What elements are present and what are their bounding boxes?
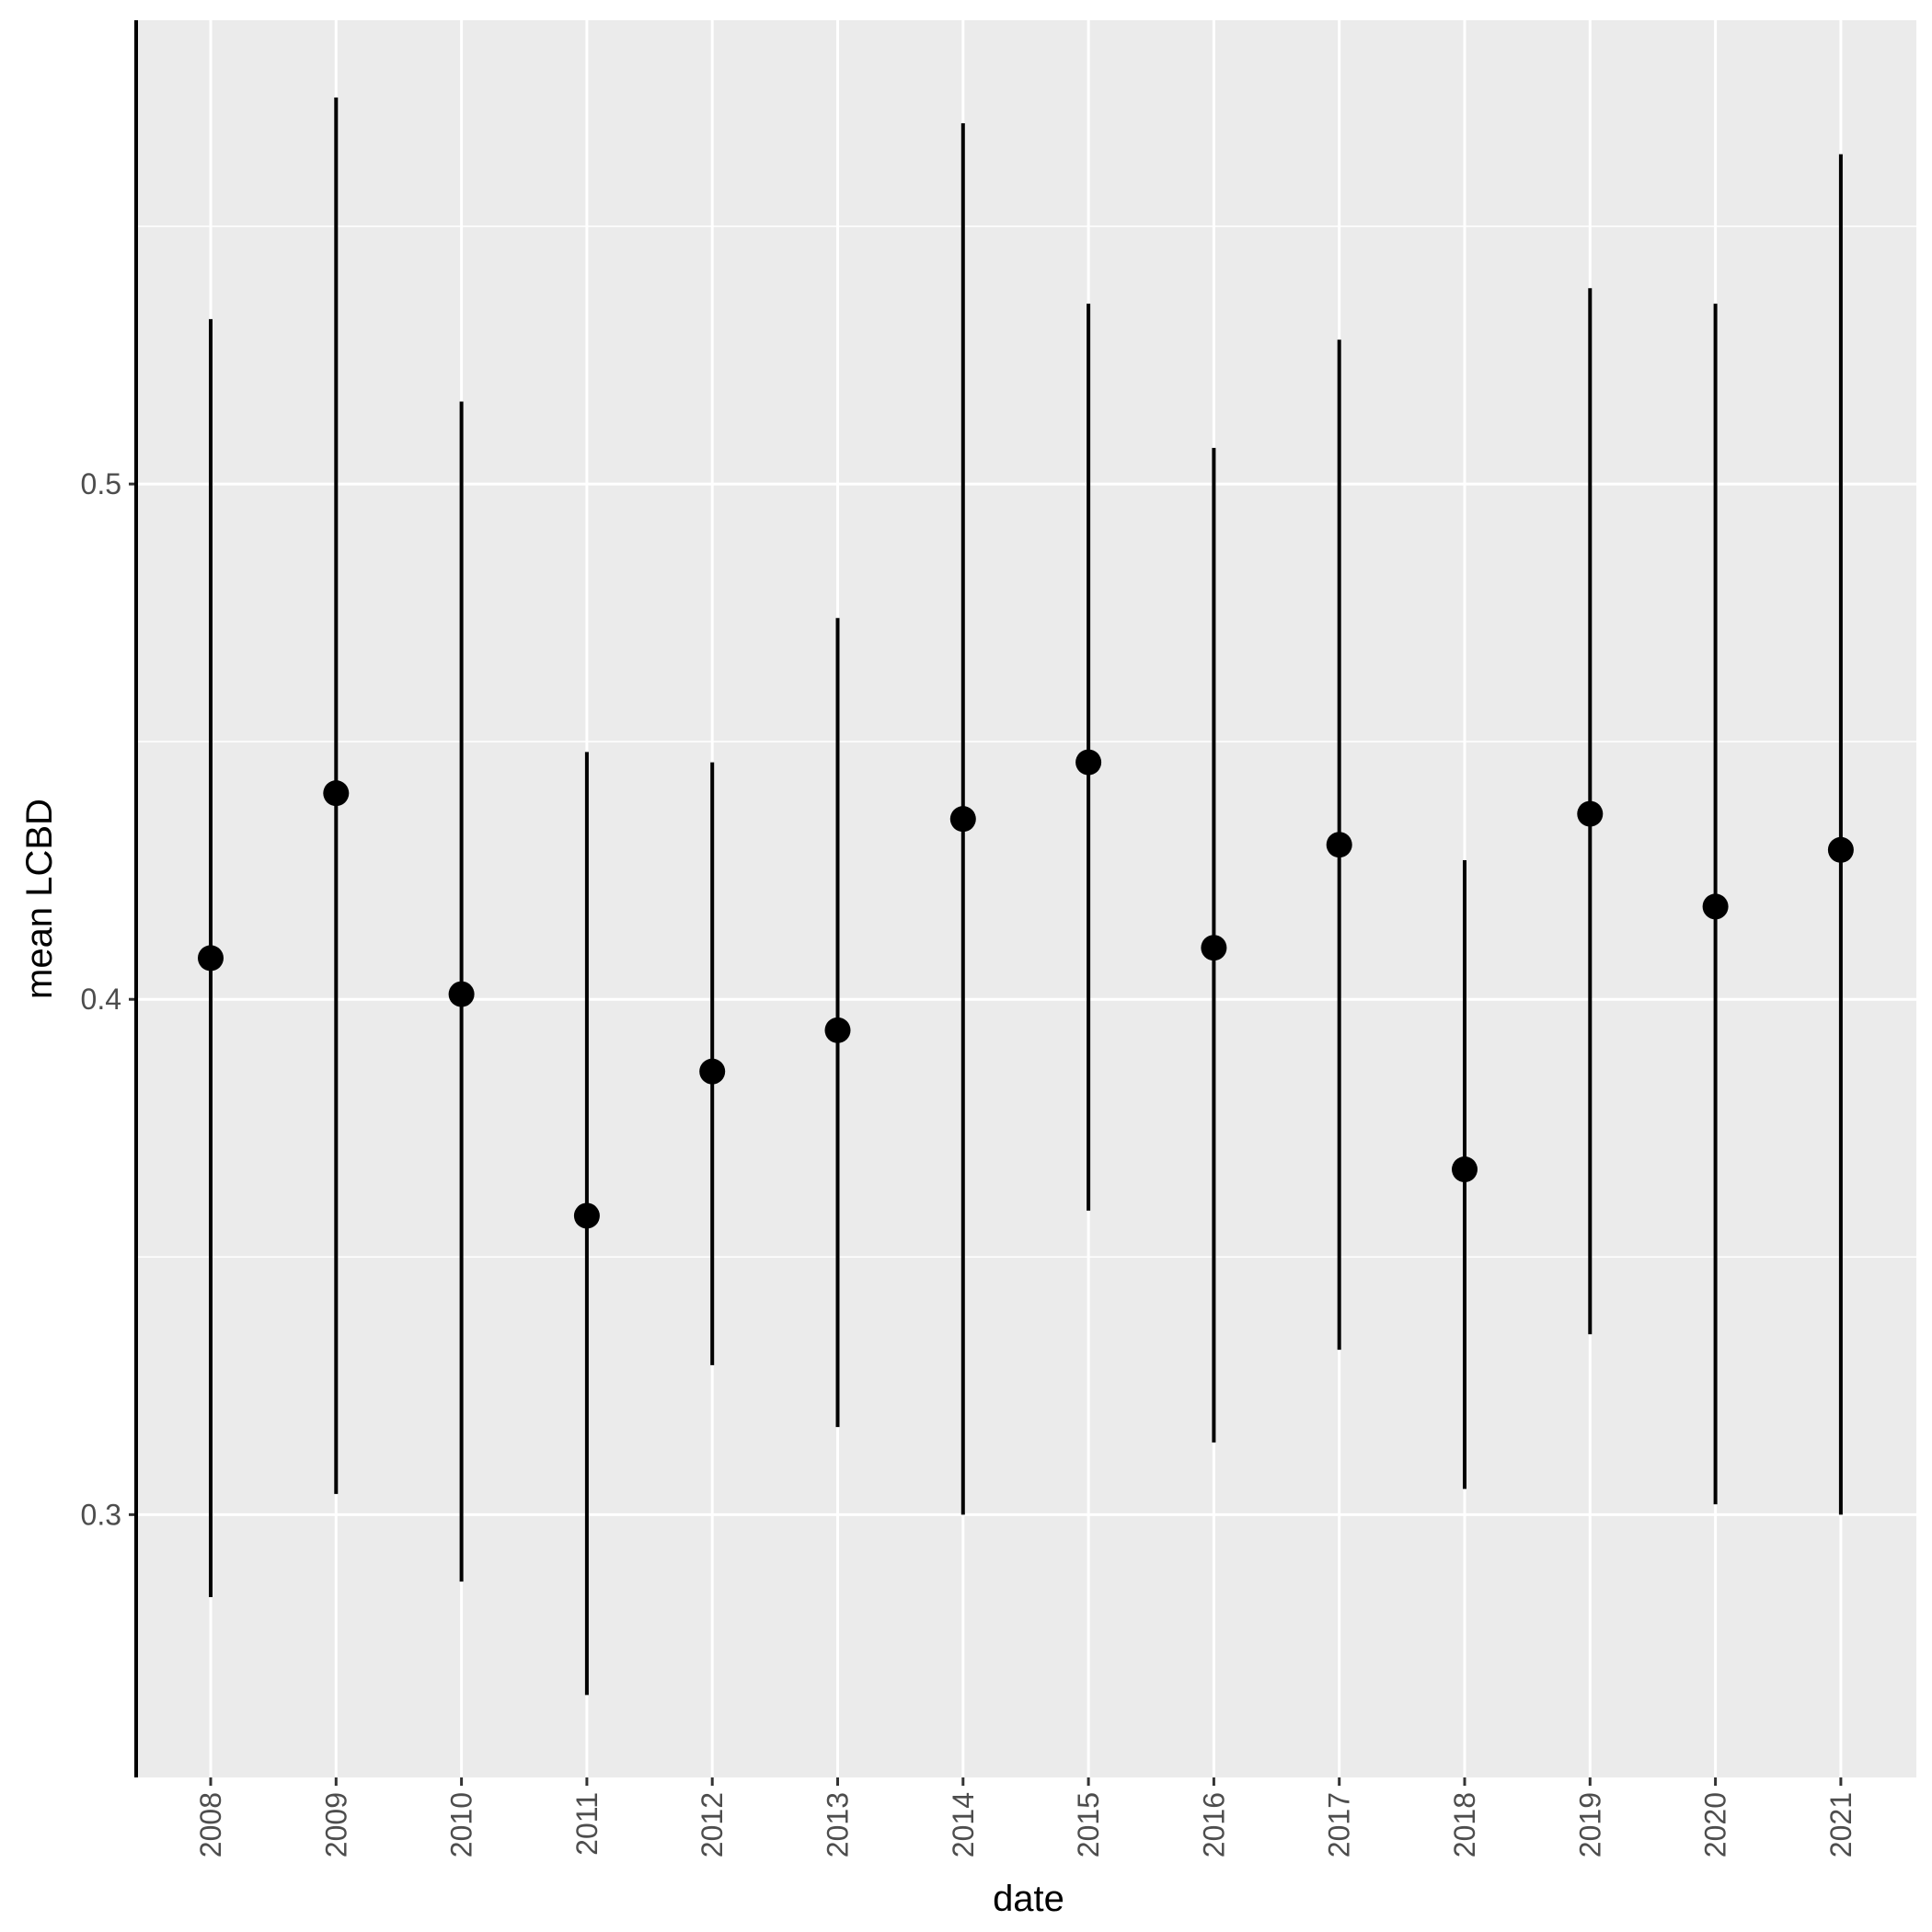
point-layer xyxy=(198,749,1854,1229)
x-tick-label: 2019 xyxy=(1573,1792,1606,1857)
x-tick-label: 2017 xyxy=(1323,1792,1356,1857)
y-axis-ticks: 0.3 0.4 0.5 xyxy=(81,467,136,1531)
x-tick-label: 2011 xyxy=(570,1792,604,1856)
x-axis-ticks: 2008 2009 2010 2011 2012 2013 2014 2015 2016 2017… xyxy=(194,1777,1857,1857)
x-tick-label: 2016 xyxy=(1197,1792,1230,1857)
panel-background xyxy=(136,20,1916,1777)
x-tick-label: 2014 xyxy=(947,1792,980,1857)
point-2014 xyxy=(949,806,976,833)
x-tick-label: 2015 xyxy=(1072,1792,1105,1857)
x-axis-title: date xyxy=(993,1879,1064,1919)
point-2020 xyxy=(1702,893,1729,920)
x-tick-label: 2020 xyxy=(1699,1792,1732,1857)
point-2018 xyxy=(1452,1156,1478,1183)
y-tick-label: 0.4 xyxy=(81,983,121,1016)
point-2012 xyxy=(699,1058,726,1085)
point-2021 xyxy=(1827,836,1854,863)
point-2009 xyxy=(323,780,350,807)
point-2019 xyxy=(1577,800,1604,827)
x-tick-label: 2021 xyxy=(1824,1792,1857,1857)
y-tick-label: 0.3 xyxy=(81,1498,121,1531)
x-tick-label: 2018 xyxy=(1448,1792,1481,1857)
x-tick-label: 2010 xyxy=(445,1792,478,1857)
point-2008 xyxy=(198,945,224,972)
x-tick-label: 2013 xyxy=(822,1792,855,1857)
point-2017 xyxy=(1326,832,1352,858)
x-tick-label: 2012 xyxy=(696,1792,729,1857)
point-2011 xyxy=(573,1202,600,1229)
point-2013 xyxy=(824,1017,851,1043)
point-2015 xyxy=(1075,749,1102,776)
point-2010 xyxy=(448,981,475,1007)
y-axis-title: mean LCBD xyxy=(19,799,60,999)
x-tick-label: 2009 xyxy=(319,1792,352,1857)
y-tick-label: 0.5 xyxy=(81,467,121,500)
point-2016 xyxy=(1201,935,1227,961)
x-tick-label: 2008 xyxy=(194,1792,227,1857)
